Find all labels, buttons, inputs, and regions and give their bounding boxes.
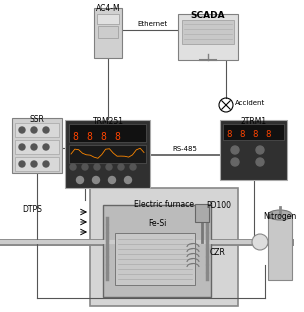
Circle shape <box>19 161 25 167</box>
Bar <box>69 145 146 163</box>
Circle shape <box>125 177 132 183</box>
Bar <box>223 124 284 140</box>
Text: 8: 8 <box>114 132 120 142</box>
Text: 8: 8 <box>252 130 258 139</box>
Circle shape <box>94 164 100 170</box>
Circle shape <box>43 161 49 167</box>
Circle shape <box>43 144 49 150</box>
Circle shape <box>31 144 37 150</box>
Bar <box>268 215 292 280</box>
Text: 2TRM1: 2TRM1 <box>240 117 267 126</box>
Bar <box>90 188 238 306</box>
Circle shape <box>256 158 264 166</box>
Text: 8: 8 <box>226 130 232 139</box>
Bar <box>94 8 122 58</box>
Bar <box>15 157 59 171</box>
Circle shape <box>231 158 239 166</box>
Bar <box>15 123 59 137</box>
Bar <box>115 233 195 285</box>
Ellipse shape <box>268 210 292 220</box>
Text: SSR: SSR <box>29 115 44 124</box>
Text: Electric furnace: Electric furnace <box>134 200 194 209</box>
Circle shape <box>252 234 268 250</box>
Circle shape <box>92 177 99 183</box>
Text: 8: 8 <box>72 132 78 142</box>
Circle shape <box>31 161 37 167</box>
Text: DTPS: DTPS <box>22 205 42 214</box>
Bar <box>195 204 209 222</box>
Text: Fe-Si: Fe-Si <box>148 219 166 228</box>
Circle shape <box>231 146 239 154</box>
Bar <box>178 14 238 60</box>
Text: 8: 8 <box>100 132 106 142</box>
Text: RS-485: RS-485 <box>173 146 197 152</box>
Bar <box>103 205 211 297</box>
Bar <box>220 120 287 180</box>
Circle shape <box>118 164 124 170</box>
Bar <box>97 14 119 24</box>
Bar <box>65 120 150 188</box>
Text: SCADA: SCADA <box>191 11 225 20</box>
Text: PD100: PD100 <box>206 201 231 210</box>
Circle shape <box>31 127 37 133</box>
Text: 8: 8 <box>86 132 92 142</box>
Text: 8: 8 <box>265 130 271 139</box>
Text: AC4-M: AC4-M <box>96 4 120 13</box>
Circle shape <box>109 177 116 183</box>
Circle shape <box>70 164 76 170</box>
Circle shape <box>82 164 88 170</box>
Circle shape <box>43 127 49 133</box>
Circle shape <box>77 177 84 183</box>
Circle shape <box>106 164 112 170</box>
Bar <box>182 20 234 44</box>
Text: 8: 8 <box>239 130 245 139</box>
Bar <box>12 118 62 173</box>
Bar <box>15 140 59 154</box>
Bar <box>98 26 118 38</box>
Text: TRM251: TRM251 <box>92 117 123 126</box>
Circle shape <box>130 164 136 170</box>
Bar <box>69 124 146 142</box>
Circle shape <box>19 144 25 150</box>
Circle shape <box>256 146 264 154</box>
Text: Nitrogen: Nitrogen <box>263 212 297 221</box>
Text: Ethernet: Ethernet <box>137 21 167 27</box>
Text: Accident: Accident <box>235 100 265 106</box>
Circle shape <box>19 127 25 133</box>
Text: CZR: CZR <box>210 248 226 257</box>
